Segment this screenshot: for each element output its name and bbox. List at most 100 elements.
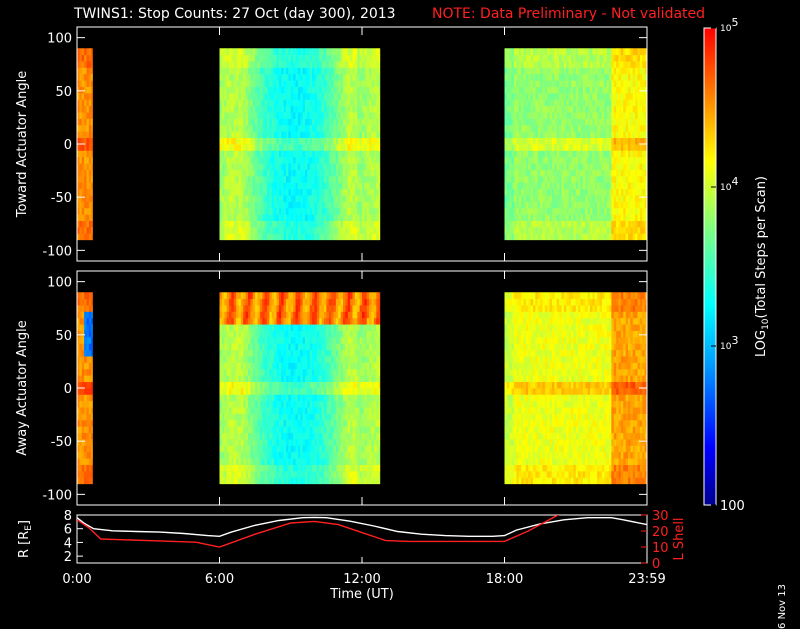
heatmap-cell	[224, 125, 227, 132]
heatmap-cell	[547, 80, 550, 87]
heatmap-cell	[255, 80, 258, 87]
heatmap-cell	[348, 87, 351, 94]
heatmap-cell	[640, 48, 643, 55]
heatmap-cell	[531, 131, 534, 138]
heatmap-cell	[554, 157, 557, 164]
heatmap-cell	[540, 125, 543, 132]
heatmap-cell	[243, 112, 246, 119]
heatmap-cell	[272, 299, 275, 306]
heatmap-cell	[231, 201, 234, 208]
heatmap-cell	[611, 93, 614, 100]
heatmap-cell	[253, 369, 256, 376]
heatmap-cell	[360, 106, 363, 113]
heatmap-cell	[374, 208, 377, 215]
heatmap-cell	[581, 163, 584, 170]
heatmap-cell	[236, 426, 239, 433]
heatmap-cell	[374, 170, 377, 177]
heatmap-cell	[84, 195, 87, 202]
heatmap-cell	[326, 208, 329, 215]
heatmap-cell	[239, 176, 242, 183]
heatmap-cell	[602, 125, 605, 132]
heatmap-cell	[260, 112, 263, 119]
heatmap-cell	[300, 170, 303, 177]
heatmap-cell	[614, 118, 617, 125]
heatmap-cell	[241, 318, 244, 325]
heatmap-cell	[524, 163, 527, 170]
heatmap-cell	[559, 131, 562, 138]
heatmap-cell	[91, 420, 93, 427]
heatmap-cell	[369, 176, 372, 183]
heatmap-cell	[222, 337, 225, 344]
heatmap-cell	[350, 195, 353, 202]
heatmap-cell	[267, 426, 270, 433]
heatmap-cell	[357, 227, 360, 234]
heatmap-cell	[300, 106, 303, 113]
heatmap-cell	[319, 221, 322, 228]
heatmap-cell	[258, 350, 261, 357]
heatmap-cell	[79, 445, 82, 452]
heatmap-cell	[595, 125, 598, 132]
heatmap-cell	[286, 125, 289, 132]
heatmap-cell	[317, 227, 320, 234]
heatmap-cell	[507, 80, 510, 87]
heatmap-cell	[293, 67, 296, 74]
heatmap-cell	[628, 157, 631, 164]
heatmap-cell	[231, 118, 234, 125]
heatmap-cell	[623, 93, 626, 100]
heatmap-cell	[526, 112, 529, 119]
heatmap-cell	[635, 144, 638, 151]
heatmap-cell	[334, 80, 337, 87]
heatmap-cell	[234, 93, 237, 100]
heatmap-cell	[231, 208, 234, 215]
heatmap-cell	[305, 48, 308, 55]
heatmap-cell	[343, 138, 346, 145]
heatmap-cell	[291, 214, 294, 221]
heatmap-cell	[300, 214, 303, 221]
heatmap-cell	[597, 67, 600, 74]
heatmap-cell	[248, 150, 251, 157]
heatmap-cell	[243, 214, 246, 221]
heatmap-cell	[312, 195, 315, 202]
heatmap-cell	[611, 125, 614, 132]
heatmap-cell	[258, 55, 261, 62]
heatmap-cell	[255, 388, 258, 395]
heatmap-cell	[505, 144, 508, 151]
heatmap-cell	[640, 93, 643, 100]
heatmap-cell	[559, 157, 562, 164]
heatmap-cell	[281, 93, 284, 100]
heatmap-cell	[250, 471, 253, 478]
heatmap-cell	[265, 356, 268, 363]
heatmap-cell	[526, 201, 529, 208]
heatmap-cell	[640, 74, 643, 81]
heatmap-cell	[279, 233, 282, 240]
heatmap-cell	[557, 125, 560, 132]
heatmap-cell	[319, 227, 322, 234]
heatmap-cell	[260, 93, 263, 100]
heatmap-cell	[533, 80, 536, 87]
heatmap-cell	[507, 99, 510, 106]
heatmap-cell	[571, 67, 574, 74]
heatmap-cell	[265, 458, 268, 465]
heatmap-cell	[82, 61, 85, 68]
heatmap-cell	[296, 138, 299, 145]
heatmap-cell	[583, 131, 586, 138]
heatmap-cell	[578, 189, 581, 196]
heatmap-cell	[592, 118, 595, 125]
heatmap-cell	[578, 214, 581, 221]
heatmap-cell	[231, 477, 234, 484]
heatmap-cell	[222, 221, 225, 228]
heatmap-cell	[255, 445, 258, 452]
heatmap-cell	[519, 157, 522, 164]
heatmap-cell	[372, 93, 375, 100]
heatmap-cell	[573, 144, 576, 151]
heatmap-cell	[317, 125, 320, 132]
heatmap-cell	[507, 150, 510, 157]
heatmap-cell	[227, 106, 230, 113]
heatmap-cell	[562, 67, 565, 74]
heatmap-cell	[638, 189, 641, 196]
heatmap-cell	[524, 67, 527, 74]
heatmap-cell	[224, 445, 227, 452]
heatmap-cell	[357, 189, 360, 196]
heatmap-cells	[77, 292, 647, 484]
heatmap-cell	[253, 337, 256, 344]
